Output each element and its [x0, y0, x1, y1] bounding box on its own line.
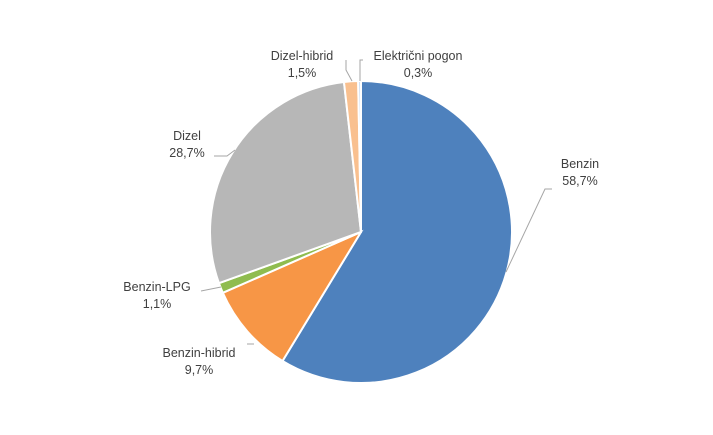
slice-name-benzin: Benzin [561, 157, 599, 171]
slice-name-dizel-hibrid: Dizel-hibrid [271, 49, 334, 63]
leader-line-dizel-hibrid [345, 60, 353, 82]
leader-line-benzin-lpg [200, 286, 222, 292]
slice-value-dizel: 28,7% [169, 146, 204, 160]
leader-lines [200, 59, 552, 345]
slice-benzin-hibrid [221, 229, 364, 363]
slices-layer [209, 79, 513, 384]
slice-elektricni-pogon [357, 79, 362, 233]
slice-value-benzin-hibrid: 9,7% [185, 363, 214, 377]
slice-name-benzin-lpg: Benzin-LPG [123, 280, 190, 294]
leader-line-dizel [214, 149, 236, 157]
slice-name-elektricni-pogon: Električni pogon [374, 49, 463, 63]
slice-value-benzin: 58,7% [562, 174, 597, 188]
slice-name-benzin-hibrid: Benzin-hibrid [163, 346, 236, 360]
leader-line-benzin [505, 188, 552, 273]
slice-name-dizel: Dizel [173, 129, 201, 143]
slice-benzin [281, 79, 513, 384]
slice-value-dizel-hibrid: 1,5% [288, 66, 317, 80]
slice-value-elektricni-pogon: 0,3% [404, 66, 433, 80]
data-labels: Benzin 58,7% Benzin-hibrid 9,7% Benzin-LPG 1,… [123, 49, 599, 377]
slice-dizel [209, 80, 363, 285]
leader-line-elektricni-pogon [359, 59, 363, 81]
slice-value-benzin-lpg: 1,1% [143, 297, 172, 311]
